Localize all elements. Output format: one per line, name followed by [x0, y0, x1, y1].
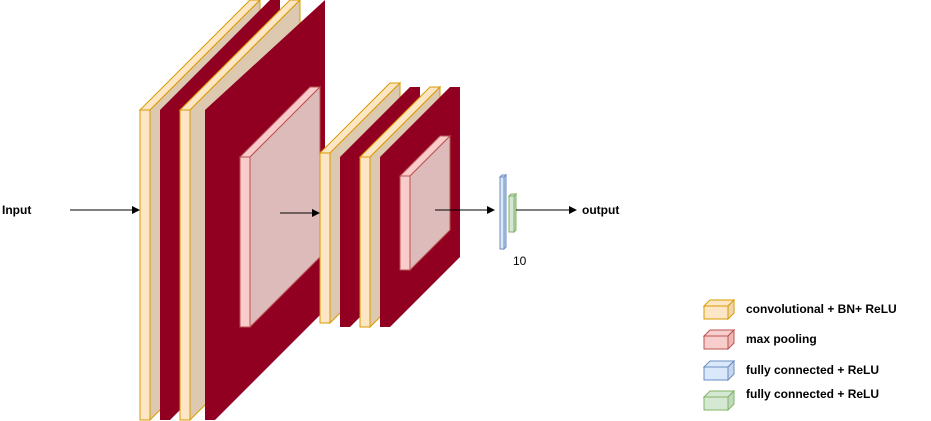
- legend-label-conv: convolutional + BN+ ReLU: [746, 302, 897, 316]
- pooling-block-icon: [702, 328, 736, 351]
- legend-label-fc-blue: fully connected + ReLU: [746, 363, 879, 377]
- pooling-block-1: [238, 85, 322, 329]
- fc-layer-blue: [498, 173, 508, 251]
- fc-green-block-icon: [702, 389, 736, 412]
- fc-blue-block-icon: [702, 359, 736, 382]
- fc-size-label: 10: [513, 254, 527, 268]
- legend-label-fc-green: fully connected + ReLU: [746, 387, 879, 401]
- fc-layer-green: [507, 192, 518, 234]
- output-label: output: [582, 203, 619, 217]
- input-label: Input: [2, 203, 31, 217]
- legend-label-pool: max pooling: [746, 332, 817, 346]
- conv-block-icon: [702, 298, 736, 321]
- legend: convolutional + BN+ ReLU max pooling ful…: [702, 298, 897, 412]
- pooling-block-2: [398, 134, 452, 272]
